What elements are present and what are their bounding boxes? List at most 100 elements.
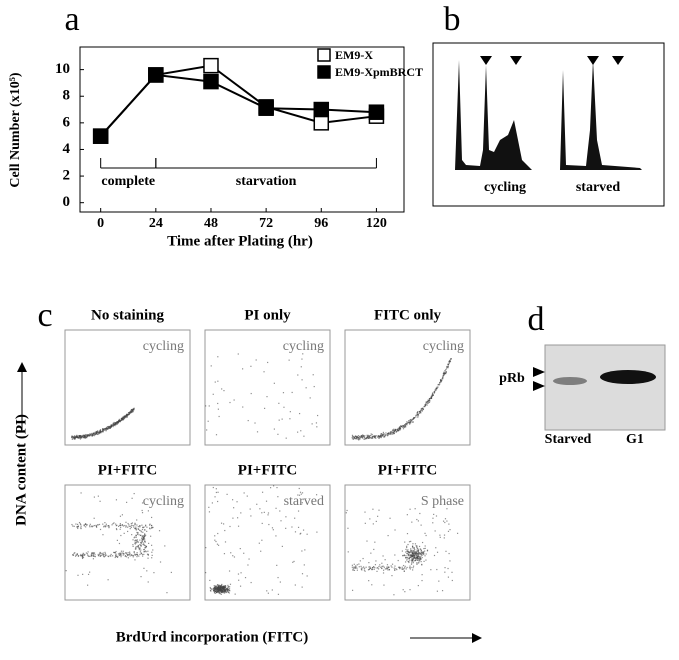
flow-dot [266,590,268,592]
flow-dot [82,556,85,558]
flow-dot [101,552,103,555]
flow-dot [144,533,146,535]
flow-dot [141,512,144,514]
flow-dot [135,536,137,538]
flow-dot [359,438,361,440]
flow-dot [225,588,227,591]
flow-dot [268,523,270,526]
flow-dot [304,549,306,551]
flow-dot [440,380,442,382]
flow-dot [444,369,447,371]
flow-dot [387,569,389,571]
flow-dot [281,545,283,548]
flow-dot [95,525,97,527]
flow-dot [352,569,354,571]
flow-dot [228,570,231,572]
flow-dot [218,590,220,592]
flow-dot [347,527,349,529]
flow-dot [443,374,445,376]
flow-dot [73,437,75,440]
flow-dot [216,543,219,545]
flow-dot [371,436,373,438]
flow-dot [394,529,396,531]
flow-dot [134,540,136,542]
flow-dot [311,423,313,425]
flow-dot [418,410,421,413]
flow-dot [82,436,84,438]
flow-dot [433,392,435,394]
flow-dot [281,418,283,420]
flow-dot [85,552,87,554]
flow-dot [405,556,407,559]
flow-dot [416,563,418,565]
flow-dot [390,432,392,434]
flow-dot [207,420,209,422]
flow-dot [373,437,375,439]
flow-dot [132,411,134,413]
flow-dot [206,429,208,431]
flow-dot [249,508,251,510]
flow-dot [275,535,277,537]
flow-dot [124,552,127,554]
flow-dot [118,552,121,554]
flow-dot [135,526,137,528]
flow-dot [388,569,391,571]
flow-dot [138,548,141,551]
flow-dot [117,421,119,423]
flow-dot [148,542,150,544]
flow-dot [441,590,444,592]
flow-dot [422,408,425,410]
flow-dot [139,526,141,528]
flow-dot [131,554,133,557]
flow-dot [424,547,426,550]
flow-dot [133,551,135,553]
flow-dot [129,411,132,413]
marker [368,104,385,120]
flow-dot [306,575,308,577]
flow-dot [412,551,415,553]
flow-dot [215,488,217,490]
flow-dot [134,522,136,524]
flow-dot [243,492,245,494]
flow-dot [85,435,88,437]
flow-dot [105,427,108,430]
flow-dot [441,377,444,379]
flow-dot [136,552,138,554]
flow-dot [91,434,93,436]
flow-dot [138,534,140,536]
flow-dot [89,526,91,528]
flow-dot [134,524,136,526]
flow-dot [126,414,128,416]
flow-dot [406,533,409,535]
flow-dot [108,526,110,528]
flow-dot [415,552,418,555]
flow-dot [373,548,375,551]
flow-dot [141,540,143,542]
flow-dot [416,562,418,564]
flow-dot [400,426,403,428]
flow-dot [405,557,407,559]
flow-dot [217,402,219,405]
flow-dot [369,566,371,568]
flow-dot [214,496,216,498]
flow-dot [210,590,212,592]
flow-dot [412,543,414,545]
flow-dot [418,562,420,564]
flow-dot [140,544,142,546]
flow-dot [285,437,287,439]
flow-dot [406,552,409,554]
flow-dot [406,546,408,549]
flow-dot [421,554,423,556]
flow-dot [302,529,305,531]
flow-dot [223,585,225,587]
flow-dot [409,565,411,567]
flow-dot [75,436,77,439]
flow-dot [385,432,387,434]
x-tick-label: 0 [97,216,104,231]
flow-dot [371,568,373,570]
flow-dot [416,545,418,547]
flow-dot [92,525,94,527]
flow-dot [444,518,447,520]
flow-dot [379,564,381,566]
flow-dot [247,419,249,422]
